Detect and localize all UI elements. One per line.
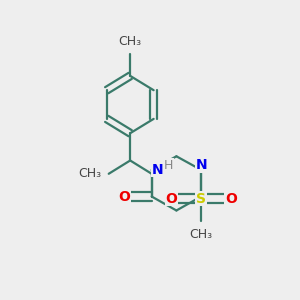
- Text: CH₃: CH₃: [78, 167, 101, 180]
- Text: H: H: [164, 158, 173, 172]
- Text: O: O: [118, 190, 130, 203]
- Text: N: N: [195, 158, 207, 172]
- Text: S: S: [196, 192, 206, 206]
- Text: N: N: [152, 163, 164, 177]
- Text: O: O: [166, 192, 177, 206]
- Text: CH₃: CH₃: [190, 228, 213, 241]
- Text: O: O: [225, 192, 237, 206]
- Text: CH₃: CH₃: [118, 35, 142, 48]
